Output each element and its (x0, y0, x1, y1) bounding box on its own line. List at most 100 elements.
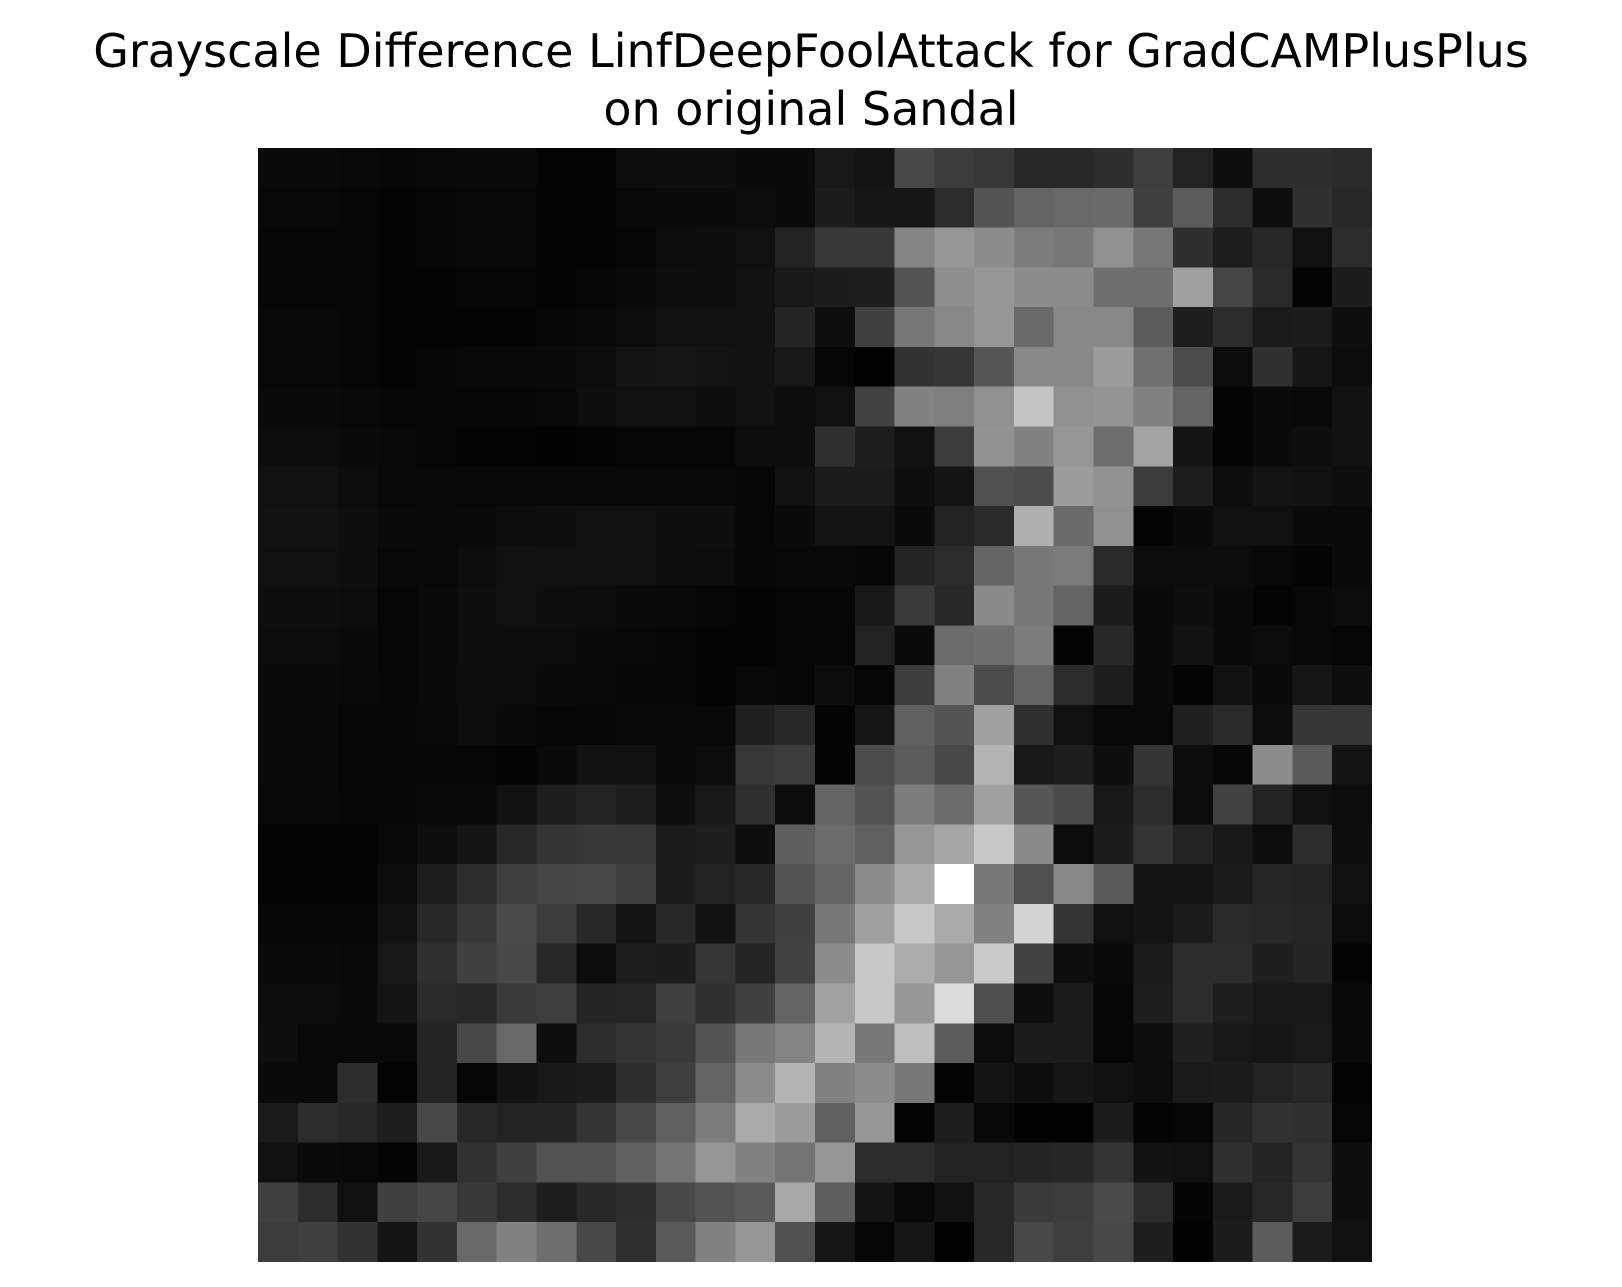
heatmap-cell-r18-c26 (1292, 864, 1333, 905)
heatmap-cell-r23-c10 (655, 1063, 697, 1104)
heatmap-cell-r20-c20 (1053, 943, 1095, 985)
heatmap-cell-r10-c19 (1013, 545, 1055, 587)
heatmap-cell-r27-c21 (1093, 1222, 1134, 1262)
heatmap-cell-r8-c5 (456, 466, 498, 507)
heatmap-cell-r24-c0 (258, 1102, 299, 1144)
heatmap-cell-r0-c5 (456, 148, 498, 189)
heatmap-cell-r26-c26 (1292, 1182, 1333, 1223)
heatmap-cell-r20-c27 (1332, 943, 1372, 985)
heatmap-cell-r6-c26 (1292, 386, 1333, 428)
heatmap-cell-r18-c15 (854, 864, 896, 905)
heatmap-cell-r20-c22 (1133, 943, 1174, 985)
heatmap-cell-r2-c7 (536, 227, 577, 268)
heatmap-cell-r22-c18 (974, 1023, 1015, 1064)
heatmap-cell-r8-c26 (1292, 466, 1333, 507)
heatmap-cell-r26-c21 (1093, 1182, 1134, 1223)
heatmap-cell-r12-c26 (1292, 625, 1333, 666)
heatmap-cell-r13-c20 (1053, 665, 1095, 706)
heatmap-cell-r7-c12 (735, 426, 776, 467)
heatmap-cell-r9-c11 (695, 506, 737, 547)
heatmap-cell-r20-c6 (496, 943, 538, 985)
heatmap-cell-r12-c11 (695, 625, 737, 666)
heatmap-cell-r6-c5 (456, 386, 498, 428)
heatmap-cell-r27-c25 (1252, 1222, 1294, 1262)
heatmap-cell-r9-c0 (258, 506, 299, 547)
heatmap-cell-r26-c18 (974, 1182, 1015, 1223)
heatmap-cell-r4-c8 (576, 307, 617, 348)
heatmap-cell-r12-c0 (258, 625, 299, 666)
heatmap-cell-r11-c0 (258, 585, 299, 627)
heatmap-cell-r24-c14 (815, 1102, 856, 1144)
heatmap-cell-r4-c19 (1013, 307, 1055, 348)
heatmap-cell-r23-c12 (735, 1063, 776, 1104)
heatmap-cell-r15-c8 (576, 744, 617, 786)
heatmap-cell-r21-c4 (417, 983, 458, 1024)
heatmap-cell-r0-c13 (775, 148, 816, 189)
heatmap-cell-r3-c1 (297, 267, 339, 308)
heatmap-cell-r19-c17 (934, 903, 975, 945)
heatmap-cell-r24-c22 (1133, 1102, 1174, 1144)
heatmap-cell-r7-c22 (1133, 426, 1174, 467)
heatmap-cell-r7-c7 (536, 426, 577, 467)
heatmap-cell-r15-c4 (417, 744, 458, 786)
heatmap-cell-r22-c24 (1212, 1023, 1254, 1064)
heatmap-cell-r12-c3 (377, 625, 418, 666)
heatmap-cell-r11-c11 (695, 585, 737, 627)
heatmap-cell-r16-c17 (934, 784, 975, 825)
heatmap-cell-r1-c27 (1332, 187, 1372, 229)
heatmap-cell-r16-c5 (456, 784, 498, 825)
heatmap-cell-r21-c9 (616, 983, 657, 1024)
heatmap-cell-r10-c17 (934, 545, 975, 587)
heatmap-cell-r22-c4 (417, 1023, 458, 1064)
heatmap-cell-r11-c15 (854, 585, 896, 627)
heatmap-cell-r25-c0 (258, 1142, 299, 1184)
heatmap-cell-r4-c1 (297, 307, 339, 348)
heatmap-cell-r16-c7 (536, 784, 577, 825)
heatmap-cell-r0-c4 (417, 148, 458, 189)
heatmap-cell-r22-c8 (576, 1023, 617, 1064)
heatmap-cell-r26-c14 (815, 1182, 856, 1223)
heatmap-cell-r16-c22 (1133, 784, 1174, 825)
heatmap-cell-r23-c4 (417, 1063, 458, 1104)
heatmap-cell-r2-c13 (775, 227, 816, 268)
heatmap-cell-r9-c1 (297, 506, 339, 547)
heatmap-cell-r10-c26 (1292, 545, 1333, 587)
heatmap-cell-r4-c10 (655, 307, 697, 348)
heatmap-cell-r5-c27 (1332, 346, 1372, 388)
heatmap-cell-r2-c18 (974, 227, 1015, 268)
heatmap-cell-r4-c26 (1292, 307, 1333, 348)
heatmap-cell-r7-c15 (854, 426, 896, 467)
heatmap-cell-r9-c14 (815, 506, 856, 547)
heatmap-cell-r14-c8 (576, 705, 617, 746)
heatmap-cell-r8-c18 (974, 466, 1015, 507)
heatmap-cell-r5-c25 (1252, 346, 1294, 388)
heatmap-cell-r6-c21 (1093, 386, 1134, 428)
heatmap-cell-r25-c15 (854, 1142, 896, 1184)
heatmap-cell-r15-c17 (934, 744, 975, 786)
heatmap-cell-r19-c21 (1093, 903, 1134, 945)
heatmap-cell-r8-c27 (1332, 466, 1372, 507)
heatmap-cell-r9-c8 (576, 506, 617, 547)
heatmap-cell-r2-c3 (377, 227, 418, 268)
heatmap-cell-r16-c24 (1212, 784, 1254, 825)
heatmap-cell-r9-c9 (616, 506, 657, 547)
heatmap-cell-r24-c13 (775, 1102, 816, 1144)
heatmap-cell-r24-c15 (854, 1102, 896, 1144)
heatmap-cell-r10-c7 (536, 545, 577, 587)
heatmap-cell-r5-c26 (1292, 346, 1333, 388)
heatmap-cell-r20-c13 (775, 943, 816, 985)
heatmap-cell-r13-c7 (536, 665, 577, 706)
heatmap-cell-r0-c22 (1133, 148, 1174, 189)
heatmap-cell-r16-c12 (735, 784, 776, 825)
heatmap-cell-r13-c26 (1292, 665, 1333, 706)
heatmap-cell-r25-c27 (1332, 1142, 1372, 1184)
heatmap-cell-r21-c0 (258, 983, 299, 1024)
heatmap-cell-r27-c5 (456, 1222, 498, 1262)
heatmap-cell-r5-c4 (417, 346, 458, 388)
heatmap-cell-r11-c12 (735, 585, 776, 627)
heatmap-cell-r15-c3 (377, 744, 418, 786)
heatmap-cell-r7-c27 (1332, 426, 1372, 467)
heatmap-cell-r0-c27 (1332, 148, 1372, 189)
heatmap-cell-r6-c12 (735, 386, 776, 428)
heatmap-cell-r0-c8 (576, 148, 617, 189)
